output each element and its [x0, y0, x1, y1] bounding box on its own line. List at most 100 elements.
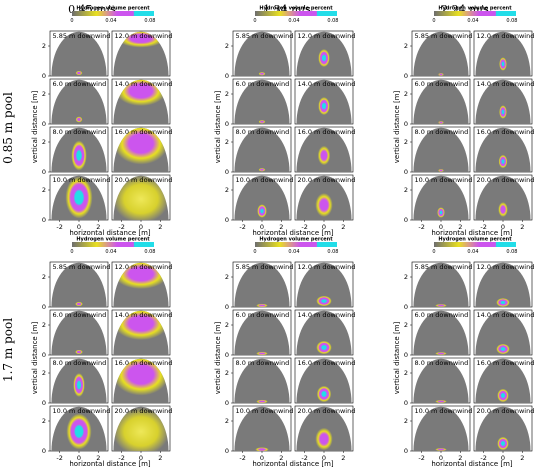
y-tick-label: 2	[225, 138, 229, 146]
plume	[497, 388, 509, 403]
plume	[315, 427, 333, 451]
colorbar-tick: 0.04	[105, 18, 116, 24]
x-axis-label: horizontal distance [m]	[252, 229, 334, 237]
colorbar-tick: 0.08	[144, 249, 155, 255]
plume	[65, 176, 93, 219]
x-tick-label: 0	[260, 223, 264, 231]
y-tick-label: 0	[42, 351, 46, 359]
panel-title: 16.0 m downwind	[298, 359, 356, 367]
panel-title: 10.0 m downwind	[53, 176, 111, 184]
panel-title: 20.0 m downwind	[298, 176, 356, 184]
colorbar	[72, 11, 154, 16]
plume	[496, 298, 510, 307]
x-tick-label: 0	[439, 223, 443, 231]
panel-title: 12.0 m downwind	[477, 32, 535, 40]
plume	[71, 140, 87, 171]
y-tick-label: 0	[404, 303, 408, 311]
panel-title: 14.0 m downwind	[115, 80, 173, 88]
panel-title: 12.0 m downwind	[115, 32, 173, 40]
colorbar-tick: 0.08	[506, 249, 517, 255]
y-tick-label: 2	[404, 138, 408, 146]
colorbar-title: Hydrogen volume percent	[259, 6, 333, 12]
x-tick-label: 2	[341, 223, 345, 231]
panel-title: 8.0 m downwind	[236, 359, 290, 367]
y-tick-label: 2	[42, 42, 46, 50]
panel-title: 6.0 m downwind	[53, 80, 107, 88]
colorbar-title: Hydrogen volume percent	[259, 237, 333, 243]
y-tick-label: 2	[225, 417, 229, 425]
panel-title: 20.0 m downwind	[115, 407, 173, 415]
y-axis-label: vertical distance [m]	[31, 90, 39, 163]
x-axis-label: horizontal distance [m]	[431, 229, 513, 237]
panel-title: 16.0 m downwind	[115, 128, 173, 136]
colorbar-tick: 0	[253, 18, 256, 24]
y-tick-label: 2	[42, 90, 46, 98]
x-tick-label: -2	[56, 454, 62, 462]
x-tick-label: -2	[239, 223, 245, 231]
panel-title: 10.0 m downwind	[415, 407, 473, 415]
panel-title: 5.85 m downwind	[53, 32, 111, 40]
y-axis-label: vertical distance [m]	[214, 321, 222, 394]
y-tick-label: 0	[404, 399, 408, 407]
y-tick-label: 2	[404, 186, 408, 194]
y-tick-label: 0	[42, 399, 46, 407]
plume	[258, 167, 266, 172]
x-tick-label: 0	[139, 454, 143, 462]
x-axis-label: horizontal distance [m]	[69, 460, 151, 468]
plume	[256, 303, 268, 307]
panel-title: 20.0 m downwind	[477, 176, 535, 184]
x-tick-label: 0	[322, 223, 326, 231]
colorbar-tick: 0	[432, 18, 435, 24]
colorbar-tick: 0.04	[105, 249, 116, 255]
panel-title: 8.0 m downwind	[236, 128, 290, 136]
x-tick-label: 2	[96, 223, 100, 231]
panel-title: 6.0 m downwind	[236, 311, 290, 319]
y-tick-label: 0	[404, 351, 408, 359]
x-tick-label: 0	[501, 454, 505, 462]
x-tick-label: 2	[458, 454, 462, 462]
plume	[316, 385, 332, 403]
colorbar	[434, 242, 516, 247]
colorbar-tick: 0	[432, 249, 435, 255]
plume	[66, 413, 92, 450]
y-axis-label: vertical distance [m]	[393, 321, 401, 394]
y-tick-label: 2	[225, 273, 229, 281]
panel-title: 12.0 m downwind	[298, 32, 356, 40]
y-tick-label: 2	[42, 321, 46, 329]
colorbar-tick: 0	[70, 18, 73, 24]
x-tick-label: 0	[77, 223, 81, 231]
colorbar-tick: 0.04	[467, 249, 478, 255]
x-tick-label: -2	[418, 454, 424, 462]
plume	[435, 304, 447, 307]
panel-title: 16.0 m downwind	[115, 359, 173, 367]
y-tick-label: 0	[42, 447, 46, 455]
y-tick-label: 2	[42, 369, 46, 377]
colorbar-title: Hydrogen volume percent	[438, 6, 512, 12]
plume	[438, 169, 444, 172]
plume	[435, 448, 447, 451]
y-tick-label: 2	[404, 90, 408, 98]
plume	[498, 154, 508, 169]
colorbar-tick: 0	[70, 249, 73, 255]
panel-title: 6.0 m downwind	[236, 80, 290, 88]
panel-title: 14.0 m downwind	[477, 80, 535, 88]
colorbar-title: Hydrogen volume percent	[76, 6, 150, 12]
plume	[75, 301, 83, 307]
colorbar-tick: 0.08	[506, 18, 517, 24]
plume	[113, 407, 169, 451]
colorbar	[72, 242, 154, 247]
panel-title: 14.0 m downwind	[115, 311, 173, 319]
panel-title: 5.85 m downwind	[236, 263, 294, 271]
x-tick-label: 2	[341, 454, 345, 462]
panel-title: 6.0 m downwind	[415, 80, 469, 88]
y-axis-label: vertical distance [m]	[31, 321, 39, 394]
panel-title: 12.0 m downwind	[477, 263, 535, 271]
y-tick-label: 2	[225, 42, 229, 50]
plume	[498, 202, 508, 217]
panel-title: 16.0 m downwind	[477, 359, 535, 367]
panel-title: 5.85 m downwind	[236, 32, 294, 40]
colorbar-tick: 0.04	[288, 249, 299, 255]
y-tick-label: 0	[225, 447, 229, 455]
